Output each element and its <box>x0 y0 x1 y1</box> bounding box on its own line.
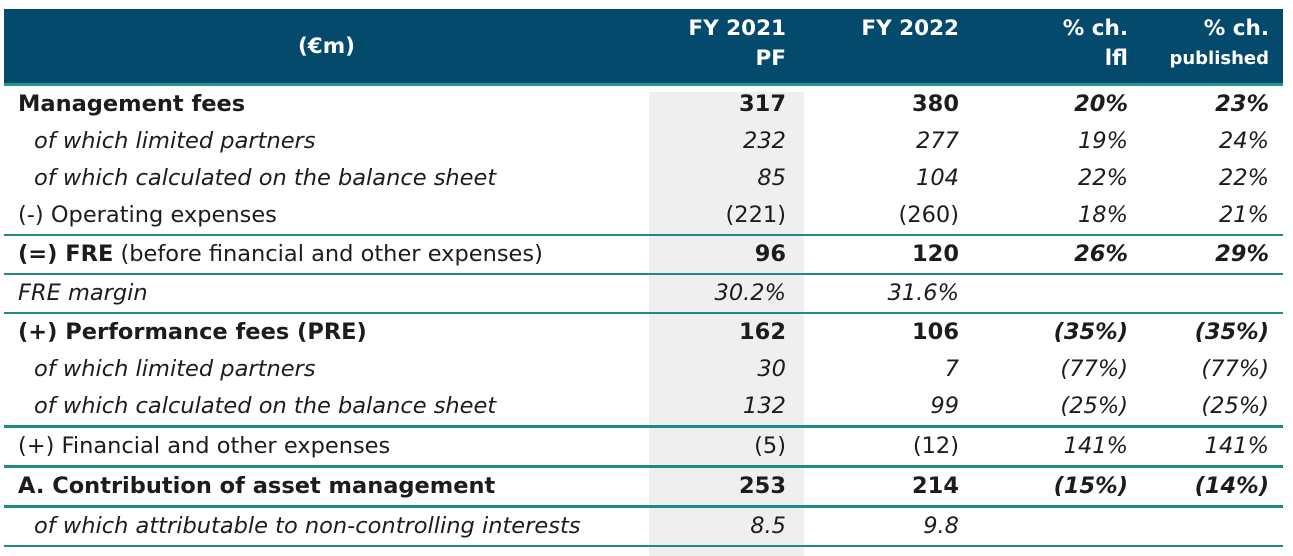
header-change-lfl: % ch. lfl <box>1063 14 1128 74</box>
value-change-published: (25%) <box>1201 393 1269 419</box>
row-label: of which limited partners <box>34 356 316 382</box>
row-label: of which attributable to non-controlling… <box>34 513 581 539</box>
row-label: A. Contribution of asset management <box>18 473 496 499</box>
value-fy2021: 253 <box>739 473 786 499</box>
value-change-published: (14%) <box>1194 473 1269 499</box>
header-unit-label: (€m) <box>297 34 355 59</box>
row-label: FRE margin <box>18 280 148 306</box>
table-row: A. Contribution of asset management 253 … <box>4 465 1283 505</box>
row-label-bold: (=) FRE <box>18 241 114 267</box>
row-label: (-) Operating expenses <box>18 202 277 228</box>
table-row: (-) Operating expenses (221) (260) 18% 2… <box>4 197 1283 234</box>
fy2021-column-shading <box>649 92 804 556</box>
value-change-published: 24% <box>1218 128 1269 154</box>
table-row: (=) FRE (before financial and other expe… <box>4 234 1283 273</box>
row-label: of which calculated on the balance sheet <box>34 165 497 191</box>
value-change-lfl: (25%) <box>1060 393 1128 419</box>
value-change-lfl: (77%) <box>1060 356 1128 382</box>
value-change-published: (35%) <box>1194 319 1269 345</box>
header-change-published-line2: published <box>1169 48 1269 69</box>
row-label: (+) Financial and other expenses <box>18 433 391 459</box>
value-fy2021: 30.2% <box>714 280 786 306</box>
value-fy2022: 106 <box>912 319 959 345</box>
value-fy2022: 99 <box>930 393 959 419</box>
table-row: Management fees 317 380 20% 23% <box>4 86 1283 123</box>
value-fy2021: 85 <box>757 165 786 191</box>
header-change-published-line1: % ch. <box>1203 16 1269 41</box>
value-change-published: 29% <box>1215 241 1269 267</box>
row-label: of which calculated on the balance sheet <box>34 393 497 419</box>
value-change-published: (77%) <box>1201 356 1269 382</box>
value-fy2022: 277 <box>916 128 959 154</box>
value-fy2022: 7 <box>944 356 959 382</box>
header-change-lfl-line1: % ch. <box>1062 16 1128 41</box>
value-change-published: 23% <box>1215 91 1269 117</box>
table-row: of which calculated on the balance sheet… <box>4 388 1283 425</box>
value-fy2021: (221) <box>725 202 786 228</box>
value-change-lfl: 18% <box>1077 202 1128 228</box>
header-change-published: % ch. published <box>1169 14 1269 74</box>
row-label: (+) Performance fees (PRE) <box>18 319 367 345</box>
table-row: (+) Financial and other expenses (5) (12… <box>4 425 1283 465</box>
value-fy2021: 317 <box>739 91 786 117</box>
table-header: (€m) FY 2021 PF FY 2022 % ch. lfl % ch. … <box>4 9 1283 86</box>
value-change-lfl: 19% <box>1077 128 1128 154</box>
header-fy2022: FY 2022 <box>861 16 959 41</box>
value-fy2022: 380 <box>912 91 959 117</box>
table-row: of which limited partners 30 7 (77%) (77… <box>4 351 1283 388</box>
value-change-lfl: 20% <box>1074 91 1128 117</box>
value-change-lfl: 141% <box>1063 433 1128 459</box>
table-row: FRE margin 30.2% 31.6% <box>4 273 1283 312</box>
value-fy2022: 120 <box>912 241 959 267</box>
value-change-lfl: (15%) <box>1053 473 1128 499</box>
value-fy2021: (5) <box>754 433 786 459</box>
value-change-lfl: 22% <box>1077 165 1128 191</box>
value-change-published: 21% <box>1218 202 1269 228</box>
header-change-lfl-line2: lfl <box>1104 46 1128 71</box>
value-fy2022: 9.8 <box>923 513 959 539</box>
value-fy2021: 232 <box>743 128 786 154</box>
asset-management-table: (€m) FY 2021 PF FY 2022 % ch. lfl % ch. … <box>4 9 1283 556</box>
value-change-lfl: 26% <box>1074 241 1128 267</box>
value-fy2021: 8.5 <box>750 513 786 539</box>
row-label-rest: (before financial and other expenses) <box>113 241 543 267</box>
row-label: (=) FRE (before financial and other expe… <box>18 236 543 273</box>
table-row: of which calculated on the balance sheet… <box>4 160 1283 197</box>
value-fy2022: (12) <box>912 433 959 459</box>
value-change-published: 22% <box>1218 165 1269 191</box>
value-fy2021: 30 <box>757 356 786 382</box>
table-row: (+) Performance fees (PRE) 162 106 (35%)… <box>4 312 1283 351</box>
row-label: Management fees <box>18 91 246 117</box>
value-fy2021: 162 <box>739 319 786 345</box>
value-fy2022: 214 <box>912 473 959 499</box>
header-fy2021-line2: PF <box>755 46 786 71</box>
header-fy2021-line1: FY 2021 <box>688 16 786 41</box>
row-label: of which limited partners <box>34 128 316 154</box>
value-change-lfl: (35%) <box>1053 319 1128 345</box>
value-fy2022: 31.6% <box>887 280 959 306</box>
value-fy2021: 96 <box>754 241 786 267</box>
table-row: of which limited partners 232 277 19% 24… <box>4 123 1283 160</box>
value-fy2022: (260) <box>898 202 959 228</box>
header-fy2021: FY 2021 PF <box>688 14 786 74</box>
value-fy2022: 104 <box>916 165 959 191</box>
value-fy2021: 132 <box>743 393 786 419</box>
value-change-published: 141% <box>1204 433 1269 459</box>
table-row: of which attributable to non-controlling… <box>4 505 1283 547</box>
